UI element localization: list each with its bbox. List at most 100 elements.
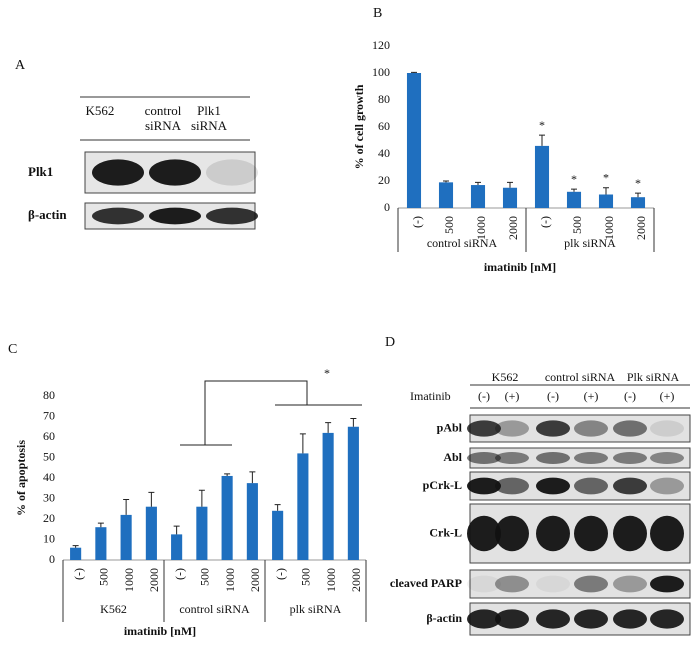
significance-bracket: [180, 380, 362, 446]
x-tick-label: 1000: [223, 568, 237, 592]
bar: [145, 506, 157, 560]
blot-band: [536, 515, 570, 552]
blot-band: [206, 207, 258, 225]
blot-band: [613, 609, 647, 629]
treatment: (-): [624, 389, 636, 403]
blot-band: [650, 477, 684, 495]
error-bar: [224, 473, 231, 476]
panel-label: B: [373, 6, 382, 21]
x-tick-label: 2000: [634, 216, 648, 240]
blot-band: [650, 420, 684, 437]
bar: [322, 432, 334, 560]
blot-band: [613, 420, 647, 437]
blot-band: [650, 609, 684, 629]
error-bar: [148, 491, 155, 507]
y-tick-label: 0: [384, 200, 390, 214]
error-bar: [97, 522, 104, 528]
bar: [406, 73, 422, 208]
blot-band: [536, 575, 570, 593]
x-tick-label: (-): [172, 568, 186, 580]
treatment: (-): [478, 389, 490, 403]
error-bar: [539, 134, 545, 146]
group-label: K562: [100, 602, 127, 616]
blot-row-label: cleaved PARP: [390, 576, 462, 590]
error-bar: [123, 499, 130, 515]
blot-band: [467, 609, 501, 629]
significance-marker: *: [603, 171, 609, 185]
error-bar: [411, 71, 417, 73]
blot-band: [574, 609, 608, 629]
blot-column-label: Plk1 siRNA: [190, 103, 228, 133]
significance-marker: *: [539, 118, 545, 132]
y-tick-label: 20: [378, 173, 390, 187]
blot-band: [650, 515, 684, 552]
x-tick-label: 500: [442, 216, 456, 234]
blot-band: [467, 477, 501, 495]
error-bar: [571, 188, 577, 192]
blot-band: [495, 515, 529, 552]
error-bar: [603, 187, 609, 195]
bar: [120, 514, 132, 560]
blot-band: [613, 515, 647, 552]
blot-band: [613, 452, 647, 464]
treatment-label: Imatinib: [410, 389, 451, 403]
error-bar: [274, 504, 281, 511]
error-bar: [249, 471, 256, 484]
y-axis-title: % of cell growth: [352, 84, 366, 169]
bar: [347, 426, 359, 560]
x-tick-label: (-): [71, 568, 85, 580]
blot-band: [574, 515, 608, 552]
blot-row-label: Abl: [443, 450, 462, 464]
bar: [272, 510, 284, 560]
blot-band: [574, 575, 608, 593]
blot-band: [467, 452, 501, 464]
bar: [598, 194, 614, 208]
blot-band: [574, 477, 608, 495]
group-label: control siRNA: [179, 602, 250, 616]
blot-band: [536, 420, 570, 437]
blot-band: [92, 159, 144, 186]
blot-band: [206, 159, 258, 186]
y-tick-label: 80: [43, 388, 55, 402]
group-label: plk siRNA: [564, 236, 616, 250]
blot-band: [149, 159, 201, 186]
blot-row-label: β-actin: [28, 207, 67, 222]
significance-marker: *: [635, 176, 641, 190]
blot-band: [495, 477, 529, 495]
x-tick-label: 500: [299, 568, 313, 586]
blot-band: [495, 452, 529, 464]
x-tick-label: 2000: [248, 568, 262, 592]
treatment: (+): [505, 389, 520, 403]
error-bar: [635, 192, 641, 198]
x-tick-label: (-): [538, 216, 552, 228]
blot-band: [467, 515, 501, 552]
blot-band: [495, 575, 529, 593]
bar: [470, 185, 486, 208]
blot-band: [536, 452, 570, 464]
error-bar: [350, 418, 357, 427]
blot-band: [650, 575, 684, 593]
x-tick-label: 1000: [324, 568, 338, 592]
bar: [566, 191, 582, 208]
blot-band: [613, 477, 647, 495]
error-bar: [325, 422, 332, 433]
x-tick-label: 500: [97, 568, 111, 586]
blot-group-label: Plk siRNA: [627, 370, 680, 384]
y-tick-label: 40: [43, 470, 55, 484]
y-tick-label: 10: [43, 531, 55, 545]
error-bar: [173, 525, 180, 535]
blot-band: [495, 420, 529, 437]
blot-band: [467, 575, 501, 593]
y-tick-label: 70: [43, 408, 55, 422]
y-tick-label: 60: [43, 429, 55, 443]
bar: [534, 145, 550, 208]
panel-label: A: [15, 58, 26, 73]
y-tick-label: 50: [43, 449, 55, 463]
y-axis-title: % of apoptosis: [14, 440, 28, 516]
x-tick-label: (-): [273, 568, 287, 580]
y-tick-label: 80: [378, 92, 390, 106]
x-tick-label: 1000: [122, 568, 136, 592]
bar: [630, 197, 646, 208]
treatment: (+): [660, 389, 675, 403]
x-axis-title: imatinib [nM]: [484, 260, 556, 274]
